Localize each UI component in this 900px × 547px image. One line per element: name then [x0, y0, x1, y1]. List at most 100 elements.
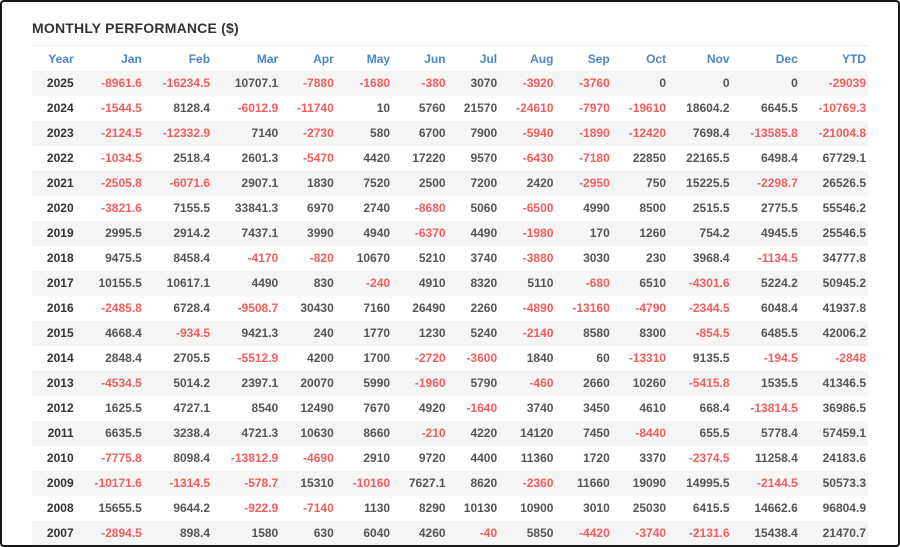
value-cell: -2730: [303, 126, 334, 140]
value-cell: -2131.6: [688, 526, 730, 540]
value-cell: -4890: [522, 301, 554, 315]
value-cell: 5210: [418, 251, 446, 265]
value-cell: 3238.4: [173, 426, 211, 440]
year-cell: 2017: [46, 276, 74, 290]
value-cell: 7160: [363, 301, 391, 315]
value-cell: 630: [313, 526, 334, 540]
value-cell: 668.4: [699, 401, 730, 415]
value-cell: -5512.9: [237, 351, 279, 365]
year-cell: 2019: [46, 226, 74, 240]
value-cell: 4400: [470, 451, 498, 465]
value-cell: 4420: [363, 151, 391, 165]
value-cell: -4534.5: [101, 376, 142, 390]
value-cell: 2500: [418, 176, 446, 190]
value-cell: -13310: [628, 351, 667, 365]
value-cell: 36986.5: [822, 401, 866, 415]
value-cell: -2894.5: [101, 526, 142, 540]
value-cell: 14662.6: [754, 501, 798, 515]
value-cell: -13585.8: [750, 126, 798, 140]
value-cell: 5778.4: [761, 426, 798, 440]
value-cell: -9508.7: [237, 301, 279, 315]
table-row-2017: 2017 10155.5 10617.1 4490 830 -240 4910 8320 511…: [32, 271, 868, 296]
value-cell: 34777.8: [822, 251, 866, 265]
value-cell: 170: [589, 226, 610, 240]
year-cell: 2013: [46, 376, 74, 390]
value-cell: 8580: [583, 326, 610, 340]
value-cell: -5415.8: [688, 376, 730, 390]
value-cell: 14995.5: [686, 476, 730, 490]
value-cell: -6430: [522, 151, 554, 165]
value-cell: -2344.5: [688, 301, 730, 315]
value-cell: 8540: [251, 401, 279, 415]
value-cell: 25546.5: [822, 226, 866, 240]
value-cell: -460: [529, 376, 554, 390]
column-header-apr: Apr: [313, 52, 334, 66]
value-cell: -19610: [628, 101, 667, 115]
value-cell: 4668.4: [105, 326, 142, 340]
table-row-2015: 2015 4668.4 -934.5 9421.3 240 1770 1230 5240 -21…: [32, 321, 868, 346]
value-cell: -12332.9: [162, 126, 211, 140]
value-cell: 8660: [363, 426, 391, 440]
column-header-mar: Mar: [256, 52, 279, 66]
value-cell: -2485.8: [101, 301, 142, 315]
year-cell: 2009: [46, 476, 74, 490]
table-row-2010: 2010 -7775.8 8098.4 -13812.9 -4690 2910 9720 44…: [32, 446, 868, 471]
table-row-2008: 2008 15655.5 9644.2 -922.9 -7140 1130 8290 1013…: [32, 496, 868, 521]
value-cell: -2505.8: [101, 176, 142, 190]
value-cell: -13812.9: [230, 451, 279, 465]
value-cell: 4200: [307, 351, 334, 365]
value-cell: 4490: [251, 276, 279, 290]
value-cell: 30430: [300, 301, 334, 315]
value-cell: 10617.1: [166, 276, 211, 290]
value-cell: 1840: [526, 351, 554, 365]
value-cell: 8500: [639, 201, 667, 215]
year-cell: 2008: [46, 501, 74, 515]
value-cell: 4920: [418, 401, 446, 415]
value-cell: 15310: [300, 476, 334, 490]
column-header-feb: Feb: [188, 52, 211, 66]
value-cell: 3010: [583, 501, 610, 515]
value-cell: -2140: [522, 326, 554, 340]
value-cell: 10155.5: [98, 276, 142, 290]
value-cell: -2374.5: [688, 451, 730, 465]
value-cell: -13814.5: [750, 401, 798, 415]
value-cell: -240: [366, 276, 391, 290]
value-cell: 3740: [470, 251, 498, 265]
value-cell: -4790: [635, 301, 667, 315]
value-cell: 2420: [526, 176, 554, 190]
value-cell: 5014.2: [173, 376, 211, 390]
year-cell: 2024: [46, 101, 74, 115]
value-cell: 2995.5: [105, 226, 142, 240]
value-cell: 0: [659, 76, 667, 90]
table-row-2019: 2019 2995.5 2914.2 7437.1 3990 4940 -6370 4490 -…: [32, 221, 868, 246]
value-cell: 6040: [363, 526, 391, 540]
table-row-2007: 2007 -2894.5 898.4 1580 630 6040 4260 -40 5850 -4…: [32, 521, 868, 545]
value-cell: 2848.4: [105, 351, 142, 365]
value-cell: 5850: [526, 526, 554, 540]
value-cell: 3450: [583, 401, 610, 415]
value-cell: 21570: [463, 101, 498, 115]
value-cell: -5940: [522, 126, 554, 140]
value-cell: -2360: [522, 476, 554, 490]
value-cell: -1034.5: [101, 151, 142, 165]
value-cell: 8098.4: [173, 451, 211, 465]
value-cell: 7670: [363, 401, 391, 415]
value-cell: -21004.8: [818, 126, 866, 140]
value-cell: 6645.5: [761, 101, 798, 115]
year-cell: 2015: [46, 326, 74, 340]
value-cell: 5060: [470, 201, 498, 215]
value-cell: -6370: [414, 226, 446, 240]
column-header-dec: Dec: [775, 52, 798, 66]
value-cell: 11360: [520, 451, 554, 465]
value-cell: 3370: [639, 451, 667, 465]
table-row-2022: 2022 -1034.5 2518.4 2601.3 -5470 4420 17220 957…: [32, 146, 868, 171]
table-row-2012: 2012 1625.5 4727.1 8540 12490 7670 4920 -1640 37…: [32, 396, 868, 421]
value-cell: 750: [646, 176, 667, 190]
value-cell: 0: [722, 76, 730, 90]
year-cell: 2018: [46, 251, 74, 265]
year-cell: 2016: [46, 301, 74, 315]
value-cell: 10900: [520, 501, 554, 515]
value-cell: 6728.4: [173, 301, 211, 315]
value-cell: 2397.1: [241, 376, 279, 390]
column-header-may: May: [366, 52, 391, 66]
